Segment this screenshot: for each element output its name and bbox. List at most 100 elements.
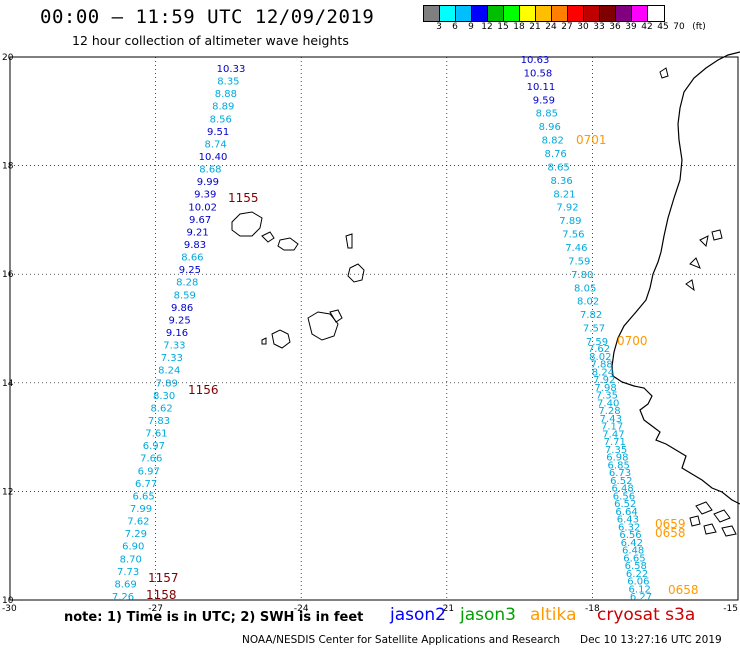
west-track-value: 7.33	[161, 353, 183, 364]
map-title: 00:00 – 11:59 UTC 12/09/2019	[40, 6, 375, 28]
west-track-value: 8.35	[217, 77, 239, 88]
brava-island	[261, 337, 267, 345]
east-track-north-value: 8.36	[550, 176, 572, 187]
time-label: 0658	[655, 526, 686, 540]
colorbar-swatch	[600, 6, 616, 21]
colorbar-label: 70	[673, 22, 685, 32]
east-track-north-value: 7.80	[571, 270, 593, 281]
west-track-value: 8.28	[176, 278, 198, 289]
colorbar-label: 27	[561, 22, 573, 32]
east-track-north-value: 7.56	[562, 230, 584, 241]
east-track-south-value: 7.92	[593, 375, 615, 386]
lat-tick-label: 10	[2, 596, 14, 606]
colorbar-label: 9	[468, 22, 474, 32]
west-track-value: 8.69	[114, 579, 136, 590]
legend-note: note: 1) Time is in UTC; 2) SWH is in fe…	[64, 610, 364, 625]
east-track-south-value: 6.73	[609, 468, 631, 479]
fogo-island	[271, 329, 291, 349]
coastlines	[231, 51, 740, 537]
maio-island	[329, 309, 343, 323]
time-label: 1156	[188, 383, 219, 397]
colorbar-label: 42	[641, 22, 653, 32]
east-track-north-value: 7.59	[586, 337, 608, 348]
east-track-north-value: 9.59	[533, 95, 555, 106]
colorbar-label: 3	[436, 22, 442, 32]
west-track-value: 7.61	[145, 429, 167, 440]
lon-tick-label: -30	[2, 604, 17, 614]
east-track-north-value: 8.96	[539, 122, 561, 133]
east-track-south-value: 8.24	[592, 367, 614, 378]
colorbar-swatch	[536, 6, 552, 21]
legend-jason3: jason3	[460, 605, 516, 625]
east-track-south-value: 7.62	[588, 344, 610, 355]
lon-tick-label: -27	[148, 604, 163, 614]
east-track-north-value: 8.02	[577, 297, 599, 308]
time-label: 1155	[228, 191, 259, 205]
west-track-value: 8.56	[210, 114, 232, 125]
west-track-value: 7.62	[127, 517, 149, 528]
colorbar-label: 15	[497, 22, 509, 32]
west-track-value: 9.83	[184, 240, 206, 251]
east-track-south-value: 7.17	[601, 422, 623, 433]
east-track-south-value: 7.98	[594, 383, 616, 394]
west-track-value: 8.68	[199, 165, 221, 176]
east-track-south-value: 7.40	[597, 398, 619, 409]
lon-tick-label: -24	[294, 604, 309, 614]
east-track-south-value: 7.28	[598, 406, 620, 417]
time-label: 0701	[576, 133, 607, 147]
footer-timestamp: Dec 10 13:27:16 UTC 2019	[580, 634, 722, 646]
west-track-value: 9.51	[207, 127, 229, 138]
santo-antao-island	[231, 211, 263, 237]
altimeter-tracks: 10.338.358.888.898.569.518.7410.408.689.…	[112, 55, 652, 603]
east-track-south-value: 6.48	[611, 484, 633, 495]
east-track-south-value: 6.52	[614, 499, 636, 510]
west-track-value: 6.65	[132, 491, 154, 502]
west-track-value: 9.86	[171, 303, 193, 314]
time-label: 1158	[146, 588, 177, 602]
east-track-north-value: 7.82	[580, 310, 602, 321]
west-track-value: 6.97	[143, 441, 165, 452]
east-track-south-value: 6.12	[629, 584, 651, 595]
east-track-north-value: 8.76	[545, 149, 567, 160]
east-track-north-value: 7.57	[583, 324, 605, 335]
west-track-value: 7.33	[163, 341, 185, 352]
east-track-north-value: 8.05	[574, 283, 596, 294]
west-track-value: 7.26	[112, 592, 134, 603]
west-track-value: 10.02	[188, 202, 217, 213]
colorbar-label: 18	[513, 22, 525, 32]
lat-tick-label: 12	[2, 487, 13, 497]
west-track-value: 8.30	[153, 391, 175, 402]
east-track-north-value: 7.59	[568, 256, 590, 267]
east-track-south-value: 7.47	[602, 429, 624, 440]
colorbar-label: (ft)	[692, 22, 706, 32]
colorbar-label: 45	[657, 22, 669, 32]
east-track-south-value: 8.02	[589, 352, 611, 363]
colorbar-swatch	[648, 6, 664, 21]
west-track-value: 8.24	[158, 366, 180, 377]
west-track-value: 8.59	[174, 290, 196, 301]
east-track-north-value: 7.92	[556, 203, 578, 214]
colorbar-swatch	[488, 6, 504, 21]
east-track-south-value: 6.65	[623, 553, 645, 564]
sao-nicolau-island	[345, 233, 353, 249]
lon-tick-label: -18	[585, 604, 600, 614]
santa-luzia-island	[277, 237, 299, 251]
west-track-value: 9.25	[179, 265, 201, 276]
east-track-south-value: 7.43	[600, 414, 622, 425]
colorbar-swatch	[632, 6, 648, 21]
east-track-south-value: 6.64	[615, 507, 637, 518]
colorbar-label: 6	[452, 22, 458, 32]
west-track-value: 7.83	[148, 416, 170, 427]
east-track-north-value: 8.65	[547, 162, 569, 173]
west-track-value: 7.73	[117, 567, 139, 578]
east-track-south-value: 7.88	[590, 360, 612, 371]
east-track-south-value: 6.56	[613, 491, 635, 502]
west-track-value: 8.70	[120, 554, 142, 565]
footer-credit: NOAA/NESDIS Center for Satellite Applica…	[242, 634, 560, 646]
west-track-value: 7.89	[156, 378, 178, 389]
east-track-south-value: 6.27	[630, 592, 652, 603]
east-track-south-value: 6.98	[606, 453, 628, 464]
west-track-value: 10.40	[199, 152, 228, 163]
